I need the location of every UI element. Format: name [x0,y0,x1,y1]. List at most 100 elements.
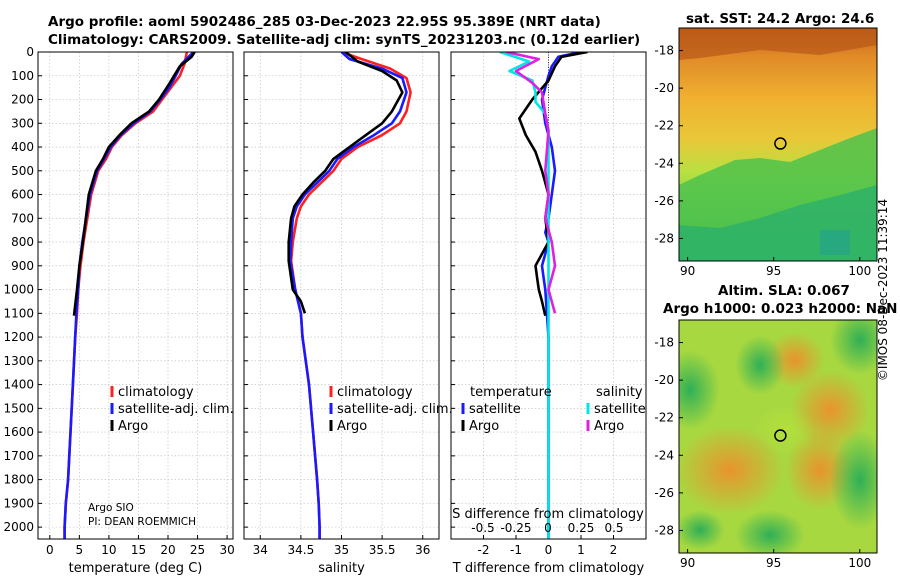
annotation-institution: Argo SIO [88,502,134,514]
x-tick-label: -2 [478,543,490,557]
profile-panel-temperature: 0 5 10 15 20 25 300100200300400500600700800900… [3,45,234,576]
x-tick-label: 0 [545,543,553,557]
x-tick-label-salinity: -0.25 [500,521,531,535]
x-tick-label: 1 [577,543,585,557]
y-tick-label: 2000 [3,520,34,534]
series-satellite-adj-clim- [288,52,408,539]
series-group [287,52,412,539]
map-y-tick-label: -22 [654,411,674,425]
panel-frame [243,51,440,540]
x-tick-label: 35.5 [369,543,396,557]
x-tick-label: 34.5 [288,543,315,557]
series-group [63,52,196,539]
x-tick-label: -1 [510,543,522,557]
map-y-tick-label: -28 [654,523,674,537]
y-tick-label: 700 [11,211,34,225]
map-x-tick-label: 100 [848,556,871,570]
y-tick-label: 1500 [3,401,34,415]
legend-label: Argo [469,419,499,434]
x-tick-label: 15 [131,543,146,557]
x-tick-label: 30 [219,543,234,557]
x-tick-label: 5 [76,543,84,557]
y-tick-label: 300 [11,116,34,130]
map-y-tick-label: -18 [654,44,674,58]
argo-position-marker [774,429,787,442]
y-tick-label: 1600 [3,425,34,439]
x-axis-label: salinity [318,561,365,576]
legend-title-salinity: salinity [596,385,643,400]
chart-title-line1: Argo profile: aoml 5902486_285 03-Dec-20… [48,14,601,30]
map-x-tick-label: 95 [766,556,781,570]
panel-frame [450,51,647,540]
x-tick-label: 0 [46,543,54,557]
x-tick-label-salinity: 0 [544,521,552,535]
panel-frame [37,51,234,540]
y-tick-label: 1700 [3,449,34,463]
legend-title-temperature: temperature [470,385,552,400]
y-tick-label: 200 [11,93,34,107]
map-y-tick-label: -20 [654,373,674,387]
map-y-tick-label: -18 [654,336,674,350]
legend-label: Argo [594,419,624,434]
x-tick-label: 35 [334,543,349,557]
legend-label: satellite-adj. clim. [337,402,453,417]
map-y-tick-label: -22 [654,119,674,133]
argo-position-marker [774,137,787,150]
series-argo [72,52,196,316]
y-tick-label: 1000 [3,283,34,297]
series-group [499,52,588,539]
map-y-tick-label: -26 [654,194,674,208]
map-x-tick-label: 100 [848,264,871,278]
y-tick-label: 1400 [3,378,34,392]
series-salinity-argo [506,52,557,314]
sla-map: 90 95 100 -18 -20 -22 -24 -26 -28 [654,319,878,570]
map-x-tick-label: 95 [766,264,781,278]
legend-label: satellite-adj. clim. [118,402,234,417]
legend-label: satellite [594,402,646,417]
y-tick-label: 0 [26,45,34,59]
x-axis-label: temperature (deg C) [69,561,203,576]
y-tick-label: 100 [11,69,34,83]
series-climatology [63,52,189,539]
legend-label: Argo [118,419,148,434]
map-x-tick-label: 90 [680,556,695,570]
sla-map-title-line1: Altim. SLA: 0.067 [718,283,850,299]
x-tick-label: 36 [415,543,430,557]
sst-map-title: sat. SST: 24.2 Argo: 24.6 [686,11,875,27]
y-tick-label: 400 [11,140,34,154]
map-y-tick-label: -24 [654,448,674,462]
y-tick-label: 500 [11,164,34,178]
map-y-tick-label: -24 [654,156,674,170]
x-tick-label: 34 [253,543,268,557]
y-tick-label: 1200 [3,330,34,344]
y-tick-label: 1900 [3,496,34,510]
profile-panel-salinity: 34 34.5 35 35.5 36 salinity climatology satelli… [243,51,453,576]
x-tick-label-salinity: -0.5 [471,521,494,535]
x-tick-label: 25 [190,543,205,557]
sst-map: 90 95 100 -18 -20 -22 -24 -26 -28 [654,27,878,278]
x-axis-label-salinity: S difference from climatology [452,507,644,522]
x-tick-label: 10 [101,543,116,557]
y-tick-label: 1300 [3,354,34,368]
y-tick-label: 600 [11,188,34,202]
map-y-tick-label: -26 [654,486,674,500]
annotation-pi: PI: DEAN ROEMMICH [88,516,196,528]
sla-map-title-line2: Argo h1000: 0.023 h2000: NaN [663,301,898,317]
map-y-tick-label: -20 [654,81,674,95]
x-tick-label: 20 [160,543,175,557]
series-argo [287,52,404,314]
x-tick-label: 2 [610,543,618,557]
y-tick-label: 900 [11,259,34,273]
legend-label: satellite [469,402,521,417]
legend-label: climatology [337,385,413,400]
legend-label: climatology [118,385,194,400]
x-tick-label-salinity: 0.25 [568,521,595,535]
y-tick-label: 800 [11,235,34,249]
map-x-tick-label: 90 [680,264,695,278]
profile-panel-differences: -2 -1 0 1 2 T difference from climatology temp… [450,51,647,576]
y-tick-label: 1100 [3,306,34,320]
series-climatology [289,52,412,539]
y-tick-label: 1800 [3,473,34,487]
legend-label: Argo [337,419,367,434]
